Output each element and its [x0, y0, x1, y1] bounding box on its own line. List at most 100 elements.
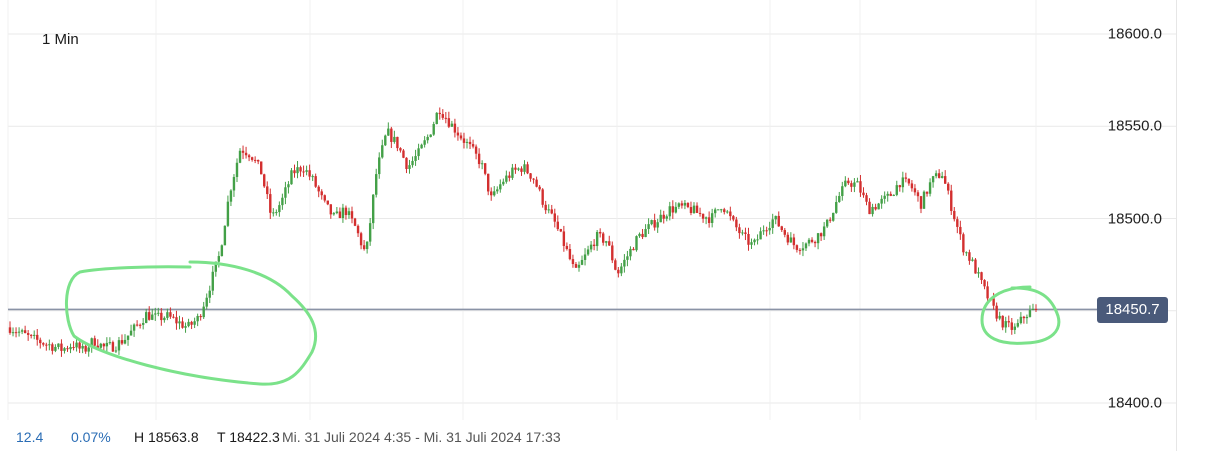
candle-body — [250, 157, 254, 160]
candle-body — [662, 214, 665, 219]
candle-body — [565, 245, 569, 250]
candle-body — [123, 339, 127, 344]
candle-body — [238, 150, 242, 163]
candle-body — [417, 148, 420, 157]
candle-body — [598, 231, 602, 234]
candle-body — [910, 183, 914, 189]
candle-body — [944, 176, 947, 184]
candle-body — [962, 234, 965, 253]
candle-body — [356, 225, 360, 234]
candle-body — [520, 168, 523, 172]
candle-body — [777, 215, 780, 227]
candle-body — [605, 241, 608, 243]
candle-body — [1004, 321, 1007, 328]
candle-body — [278, 205, 281, 213]
candle-body — [744, 232, 747, 234]
candle-body — [205, 297, 208, 307]
candle-body — [659, 214, 662, 223]
candle-body — [78, 342, 81, 349]
candle-body — [272, 212, 275, 214]
candle-body — [532, 178, 535, 180]
candle-body — [490, 191, 493, 196]
candle-body — [275, 212, 278, 214]
candle-body — [344, 207, 348, 216]
candle-body — [414, 156, 417, 161]
candle-body — [1022, 316, 1026, 319]
candle-body — [17, 331, 21, 333]
candle-body — [66, 348, 69, 350]
candle-body — [441, 114, 444, 118]
candle-body — [804, 243, 808, 249]
candle-body — [296, 167, 299, 174]
candle-body — [405, 157, 408, 170]
interval-label[interactable]: 1 Min — [42, 31, 79, 48]
candle-body — [550, 209, 553, 214]
candle-body — [623, 259, 626, 267]
candle-body — [816, 233, 820, 244]
candle-body — [641, 233, 644, 238]
candle-body — [48, 344, 51, 346]
candle-body — [940, 176, 944, 178]
candle-body — [1019, 316, 1023, 324]
candle-body — [341, 207, 345, 219]
candle-body — [589, 244, 593, 250]
candle-body — [665, 216, 668, 219]
candle-body — [33, 334, 36, 336]
candle-body — [765, 230, 768, 232]
candle-body — [968, 252, 971, 261]
candle-body — [420, 144, 423, 149]
candle-body — [302, 171, 305, 173]
candle-body — [111, 342, 115, 352]
candle-body — [792, 237, 796, 246]
grid — [7, 0, 1176, 420]
candle-body — [305, 170, 308, 172]
candle-body — [54, 346, 57, 351]
candle-body — [692, 205, 696, 214]
candle-body — [320, 191, 323, 196]
candle-body — [741, 232, 744, 234]
candle-body — [819, 233, 823, 237]
candle-body — [635, 236, 638, 251]
candle-body — [465, 141, 469, 143]
candle-body — [847, 180, 850, 184]
candle-body — [768, 227, 771, 231]
candle-body — [335, 211, 339, 214]
candle-body — [974, 259, 977, 274]
candle-body — [193, 321, 196, 325]
candle-body — [992, 298, 995, 306]
candle-body — [680, 203, 684, 206]
candle-body — [508, 175, 511, 178]
candle-body — [390, 128, 393, 142]
candle-body — [656, 222, 659, 228]
candle-body — [913, 188, 917, 193]
candle-body — [547, 209, 550, 211]
candle-body — [810, 239, 814, 242]
candle-body — [8, 327, 12, 333]
candle-body — [789, 237, 793, 243]
candle-body — [29, 334, 33, 336]
candle-body — [496, 189, 499, 192]
candle-body — [453, 123, 457, 133]
candle-body — [735, 219, 738, 228]
candle-body — [471, 144, 475, 147]
candle-body — [39, 339, 42, 344]
axis-divider — [1176, 0, 1177, 451]
candle-body — [468, 141, 472, 145]
candle-body — [456, 132, 460, 136]
candle-body — [244, 152, 248, 156]
candle-body — [474, 146, 478, 154]
low-value: T 18422.3 — [217, 429, 280, 445]
candle-body — [365, 241, 369, 250]
candle-body — [671, 206, 675, 213]
candle-body — [786, 234, 790, 243]
candle-body — [583, 254, 587, 260]
annotations — [64, 260, 1061, 386]
candle-body — [753, 239, 756, 243]
candle-body — [438, 112, 441, 115]
candle-body — [556, 221, 560, 230]
candle-body — [51, 344, 54, 351]
candle-body — [411, 160, 414, 166]
candle-body — [326, 200, 329, 205]
